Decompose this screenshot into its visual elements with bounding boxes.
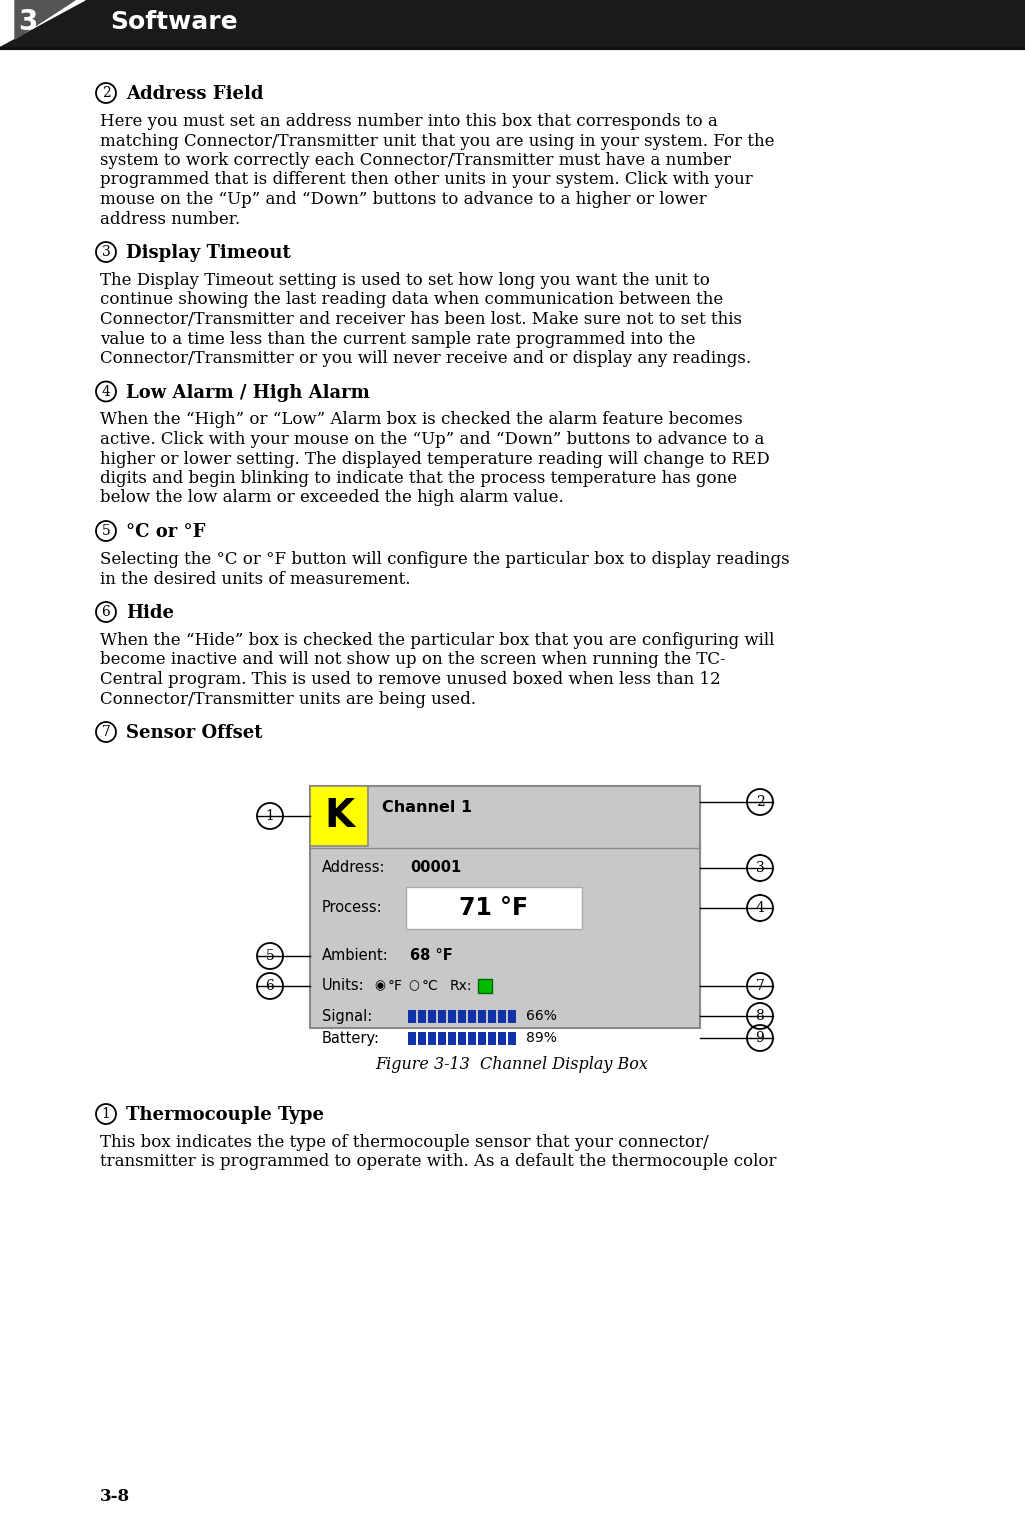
Bar bbox=[458, 1010, 466, 1022]
Text: active. Click with your mouse on the “Up” and “Down” buttons to advance to a: active. Click with your mouse on the “Up… bbox=[100, 432, 765, 448]
Text: mouse on the “Up” and “Down” buttons to advance to a higher or lower: mouse on the “Up” and “Down” buttons to … bbox=[100, 191, 707, 207]
Text: 1: 1 bbox=[101, 1107, 111, 1121]
Bar bbox=[458, 1031, 466, 1045]
Bar bbox=[468, 1010, 477, 1022]
Text: 89%: 89% bbox=[526, 1031, 557, 1045]
Text: below the low alarm or exceeded the high alarm value.: below the low alarm or exceeded the high… bbox=[100, 490, 564, 506]
Polygon shape bbox=[15, 0, 75, 40]
Text: 3: 3 bbox=[18, 8, 38, 37]
Text: Battery:: Battery: bbox=[322, 1031, 380, 1046]
Bar bbox=[418, 1010, 426, 1022]
Text: 3: 3 bbox=[755, 862, 765, 875]
Text: 6: 6 bbox=[265, 979, 275, 993]
Text: This box indicates the type of thermocouple sensor that your connector/: This box indicates the type of thermocou… bbox=[100, 1135, 708, 1151]
Text: system to work correctly each Connector/Transmitter must have a number: system to work correctly each Connector/… bbox=[100, 152, 731, 169]
Text: in the desired units of measurement.: in the desired units of measurement. bbox=[100, 570, 410, 587]
Text: Address:: Address: bbox=[322, 860, 385, 875]
Text: Selecting the °C or °F button will configure the particular box to display readi: Selecting the °C or °F button will confi… bbox=[100, 551, 789, 567]
Bar bbox=[508, 1031, 517, 1045]
Text: Connector/Transmitter units are being used.: Connector/Transmitter units are being us… bbox=[100, 691, 476, 708]
Bar bbox=[478, 979, 492, 993]
Bar bbox=[478, 1031, 486, 1045]
Text: ◉: ◉ bbox=[374, 979, 384, 993]
Text: continue showing the last reading data when communication between the: continue showing the last reading data w… bbox=[100, 291, 724, 308]
Bar bbox=[488, 1031, 496, 1045]
Bar bbox=[428, 1010, 437, 1022]
Bar bbox=[488, 1010, 496, 1022]
Text: 2: 2 bbox=[755, 795, 765, 808]
Text: 4: 4 bbox=[101, 384, 111, 398]
Text: 66%: 66% bbox=[526, 1010, 557, 1023]
Bar bbox=[418, 1031, 426, 1045]
Text: higher or lower setting. The displayed temperature reading will change to RED: higher or lower setting. The displayed t… bbox=[100, 450, 770, 468]
Bar bbox=[438, 1010, 446, 1022]
Bar bbox=[468, 1031, 477, 1045]
Text: 2: 2 bbox=[101, 85, 111, 101]
Text: When the “Hide” box is checked the particular box that you are configuring will: When the “Hide” box is checked the parti… bbox=[100, 631, 774, 650]
Text: Signal:: Signal: bbox=[322, 1008, 372, 1023]
Text: Rx:: Rx: bbox=[450, 979, 473, 993]
Text: Software: Software bbox=[110, 11, 238, 34]
Text: 5: 5 bbox=[265, 949, 275, 962]
Text: 3: 3 bbox=[101, 246, 111, 259]
Text: °C: °C bbox=[422, 979, 439, 993]
Bar bbox=[478, 1010, 486, 1022]
Text: 7: 7 bbox=[755, 979, 765, 993]
Text: Units:: Units: bbox=[322, 979, 365, 993]
Text: Thermocouple Type: Thermocouple Type bbox=[126, 1106, 324, 1124]
Text: Connector/Transmitter or you will never receive and or display any readings.: Connector/Transmitter or you will never … bbox=[100, 351, 751, 368]
Text: Central program. This is used to remove unused boxed when less than 12: Central program. This is used to remove … bbox=[100, 671, 721, 688]
Text: 6: 6 bbox=[101, 605, 111, 619]
Text: 5: 5 bbox=[101, 525, 111, 538]
Text: 3-8: 3-8 bbox=[100, 1488, 130, 1505]
Bar bbox=[508, 1010, 517, 1022]
Bar bbox=[428, 1031, 437, 1045]
Text: Channel 1: Channel 1 bbox=[382, 801, 473, 814]
Text: 1: 1 bbox=[265, 808, 275, 824]
Text: The Display Timeout setting is used to set how long you want the unit to: The Display Timeout setting is used to s… bbox=[100, 271, 710, 290]
Text: 7: 7 bbox=[101, 724, 111, 740]
Text: Sensor Offset: Sensor Offset bbox=[126, 724, 262, 743]
Text: become inactive and will not show up on the screen when running the TC-: become inactive and will not show up on … bbox=[100, 651, 726, 668]
Text: Address Field: Address Field bbox=[126, 85, 263, 104]
Text: 71 °F: 71 °F bbox=[459, 897, 529, 920]
Text: Connector/Transmitter and receiver has been lost. Make sure not to set this: Connector/Transmitter and receiver has b… bbox=[100, 311, 742, 328]
Text: programmed that is different then other units in your system. Click with your: programmed that is different then other … bbox=[100, 171, 752, 189]
Text: K: K bbox=[324, 798, 354, 836]
Text: °F: °F bbox=[388, 979, 403, 993]
Bar bbox=[310, 785, 368, 846]
Text: address number.: address number. bbox=[100, 210, 240, 227]
Text: Process:: Process: bbox=[322, 900, 382, 915]
Text: digits and begin blinking to indicate that the process temperature has gone: digits and begin blinking to indicate th… bbox=[100, 470, 737, 486]
Text: 4: 4 bbox=[755, 901, 765, 915]
Bar bbox=[448, 1031, 456, 1045]
Bar bbox=[310, 785, 700, 1028]
Text: transmitter is programmed to operate with. As a default the thermocouple color: transmitter is programmed to operate wit… bbox=[100, 1153, 777, 1171]
Text: When the “High” or “Low” Alarm box is checked the alarm feature becomes: When the “High” or “Low” Alarm box is ch… bbox=[100, 412, 743, 429]
Bar bbox=[408, 1010, 416, 1022]
Bar bbox=[498, 1031, 506, 1045]
Bar bbox=[448, 1010, 456, 1022]
Bar bbox=[498, 1010, 506, 1022]
Polygon shape bbox=[0, 0, 85, 46]
Text: 68 °F: 68 °F bbox=[410, 949, 453, 964]
Text: Ambient:: Ambient: bbox=[322, 949, 388, 964]
Text: Hide: Hide bbox=[126, 604, 174, 622]
Text: Low Alarm / High Alarm: Low Alarm / High Alarm bbox=[126, 383, 370, 401]
Text: 9: 9 bbox=[755, 1031, 765, 1045]
Bar bbox=[406, 888, 582, 929]
Bar bbox=[0, 0, 1025, 46]
Text: 00001: 00001 bbox=[410, 860, 461, 875]
Bar bbox=[408, 1031, 416, 1045]
Text: Here you must set an address number into this box that corresponds to a: Here you must set an address number into… bbox=[100, 113, 718, 130]
Text: °C or °F: °C or °F bbox=[126, 523, 205, 541]
Text: Figure 3-13  Channel Display Box: Figure 3-13 Channel Display Box bbox=[375, 1055, 649, 1074]
Text: 8: 8 bbox=[755, 1010, 765, 1023]
Text: value to a time less than the current sample rate programmed into the: value to a time less than the current sa… bbox=[100, 331, 696, 348]
Bar bbox=[438, 1031, 446, 1045]
Text: Display Timeout: Display Timeout bbox=[126, 244, 291, 262]
Text: ○: ○ bbox=[408, 979, 419, 993]
Text: matching Connector/Transmitter unit that you are using in your system. For the: matching Connector/Transmitter unit that… bbox=[100, 133, 775, 149]
